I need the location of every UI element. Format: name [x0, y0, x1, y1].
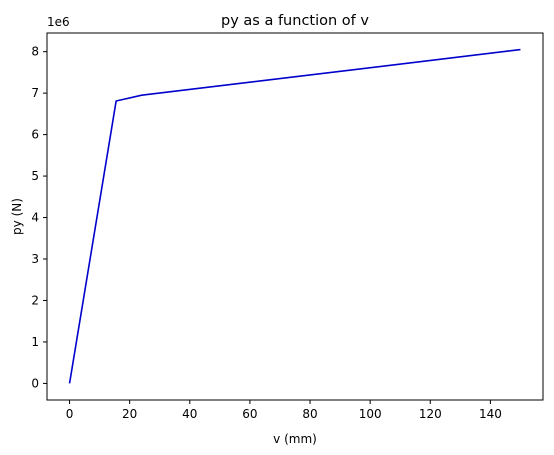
chart-title: py as a function of v: [221, 13, 369, 29]
x-tick-label: 40: [182, 407, 197, 421]
y-tick-label: 8: [31, 45, 39, 59]
x-tick-label: 60: [242, 407, 257, 421]
x-tick-label: 100: [359, 407, 382, 421]
y-tick-label: 4: [31, 211, 39, 225]
axis-ticks: 0 20 40 60 80 100 120 140 0 1 2 3 4 5 6 7 8: [31, 45, 501, 421]
x-tick-label: 120: [419, 407, 442, 421]
plot-frame: [47, 33, 543, 400]
y-axis-label: py (N): [10, 198, 24, 235]
y-tick-label: 5: [31, 169, 39, 183]
y-tick-label: 6: [31, 128, 39, 142]
y-tick-label: 7: [31, 86, 39, 100]
series-layer: [70, 50, 521, 384]
y-tick-label: 0: [31, 376, 39, 390]
y-tick-label: 2: [31, 293, 39, 307]
y-axis-multiplier: 1e6: [47, 15, 70, 29]
x-tick-label: 0: [66, 407, 74, 421]
x-tick-label: 140: [479, 407, 502, 421]
x-tick-label: 20: [122, 407, 137, 421]
series-line: [70, 50, 521, 384]
y-tick-label: 1: [31, 335, 39, 349]
y-tick-label: 3: [31, 252, 39, 266]
x-tick-label: 80: [302, 407, 317, 421]
x-axis-label: v (mm): [273, 432, 317, 446]
